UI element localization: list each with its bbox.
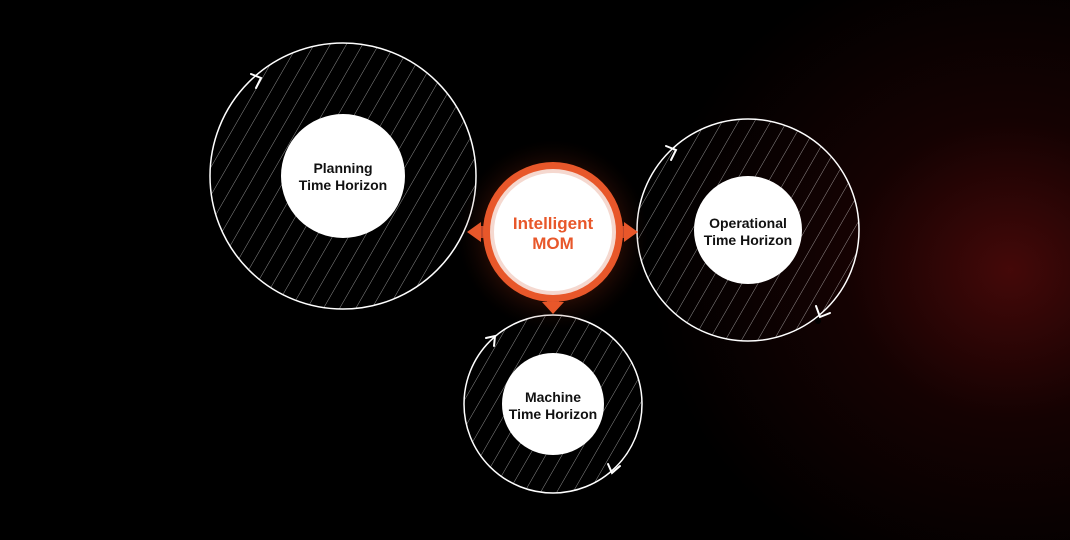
arrow-left-icon — [467, 222, 481, 242]
operational-label-line2: Time Horizon — [703, 232, 793, 248]
machine-label-line2: Time Horizon — [508, 406, 598, 422]
center-hub — [458, 140, 648, 330]
center-label: Intelligent MOM — [493, 214, 613, 254]
planning-label-line2: Time Horizon — [298, 177, 388, 193]
operational-label-line1: Operational — [709, 215, 787, 231]
machine-label: Machine Time Horizon — [493, 389, 613, 423]
planning-node — [281, 114, 405, 238]
planning-cycle-arrow-icon — [250, 73, 263, 89]
planning-label-line1: Planning — [313, 160, 373, 176]
operational-marker-dot — [815, 318, 821, 324]
machine-cycle-arrow-icon-top — [485, 334, 497, 347]
machine-cycle-arrow-icon-bottom — [607, 463, 621, 475]
machine-label-line1: Machine — [524, 389, 581, 405]
operational-cycle-arrow-icon-top — [665, 145, 678, 161]
operational-node — [694, 176, 802, 284]
arrow-right-icon — [624, 222, 638, 242]
operational-label: Operational Time Horizon — [688, 215, 808, 249]
machine-node — [502, 353, 604, 455]
arrow-down-icon — [542, 302, 564, 314]
center-label-line2: MOM — [532, 234, 574, 253]
center-label-line1: Intelligent — [512, 214, 594, 233]
operational-cycle-arrow-icon-bottom — [815, 305, 831, 319]
planning-label: Planning Time Horizon — [283, 160, 403, 194]
